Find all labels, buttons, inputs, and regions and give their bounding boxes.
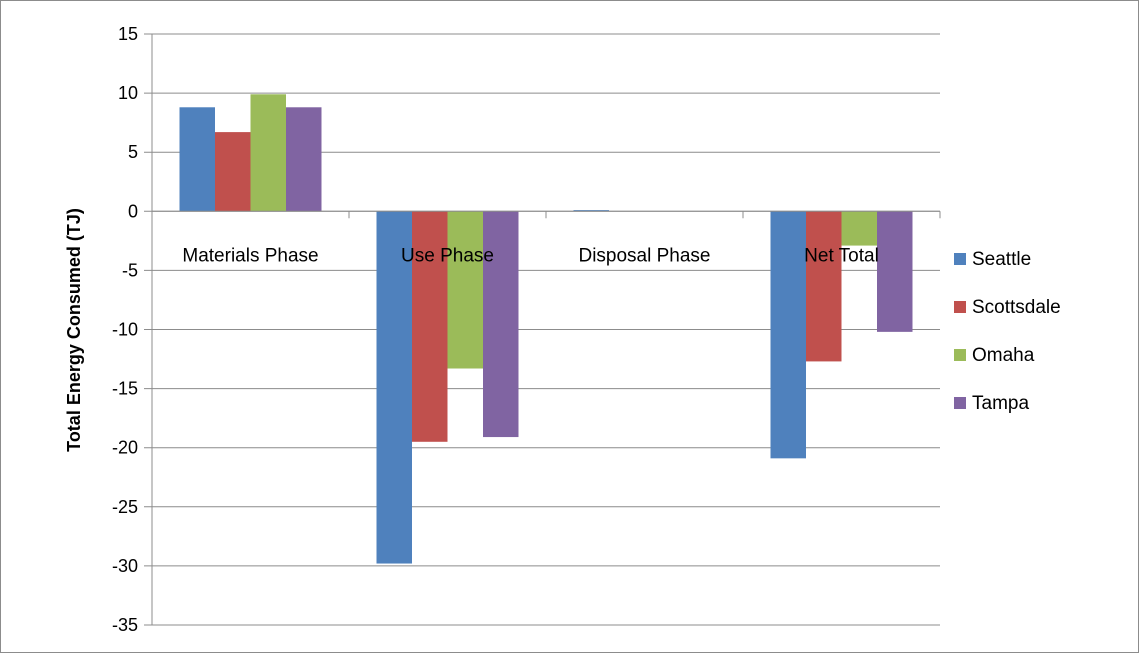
bar-tampa-0 [286,107,322,212]
y-axis-title: Total Energy Consumed (TJ) [64,208,84,452]
legend: Seattle Scottsdale Omaha Tampa [954,249,1061,414]
legend-label-tampa: Tampa [972,393,1029,414]
bar-scottsdale-3 [806,211,842,362]
axes [151,34,941,625]
y-tick-label: -35 [112,615,138,635]
y-tick-label: -10 [112,320,138,340]
y-tick-label: 15 [118,24,138,44]
y-tick-label: -15 [112,379,138,399]
legend-swatch-scottsdale [954,301,966,313]
bar-seattle-2 [573,210,609,212]
bar-seattle-1 [376,211,412,564]
legend-swatch-omaha [954,349,966,361]
y-tick-label: 10 [118,83,138,103]
bar-omaha-1 [447,211,483,369]
bar-scottsdale-0 [215,132,251,212]
legend-label-scottsdale: Scottsdale [972,297,1061,318]
category-label: Net Total [804,245,879,266]
y-tick-label: -5 [122,260,138,280]
bar-scottsdale-1 [412,211,448,442]
bar-seattle-3 [770,211,806,459]
category-label: Disposal Phase [578,245,710,266]
legend-label-omaha: Omaha [972,345,1035,366]
y-tick-labels: 15 10 5 0 -5 -10 -15 -20 -25 -30 -35 [112,24,138,635]
bar-seattle-0 [179,107,215,212]
y-tick-label: -25 [112,497,138,517]
bar-omaha-3 [841,211,877,246]
y-tick-label: -20 [112,438,138,458]
legend-label-seattle: Seattle [972,249,1031,270]
y-tick-label: 5 [128,142,138,162]
legend-swatch-seattle [954,253,966,265]
bars [179,94,913,564]
y-tick-label: 0 [128,201,138,221]
bar-omaha-0 [250,94,286,212]
bar-tampa-3 [877,211,913,332]
category-label: Materials Phase [182,245,318,266]
legend-swatch-tampa [954,397,966,409]
category-labels: Materials Phase Use Phase Disposal Phase Ne… [182,245,878,266]
bar-tampa-1 [483,211,519,438]
category-label: Use Phase [401,245,494,266]
y-tick-label: -30 [112,556,138,576]
